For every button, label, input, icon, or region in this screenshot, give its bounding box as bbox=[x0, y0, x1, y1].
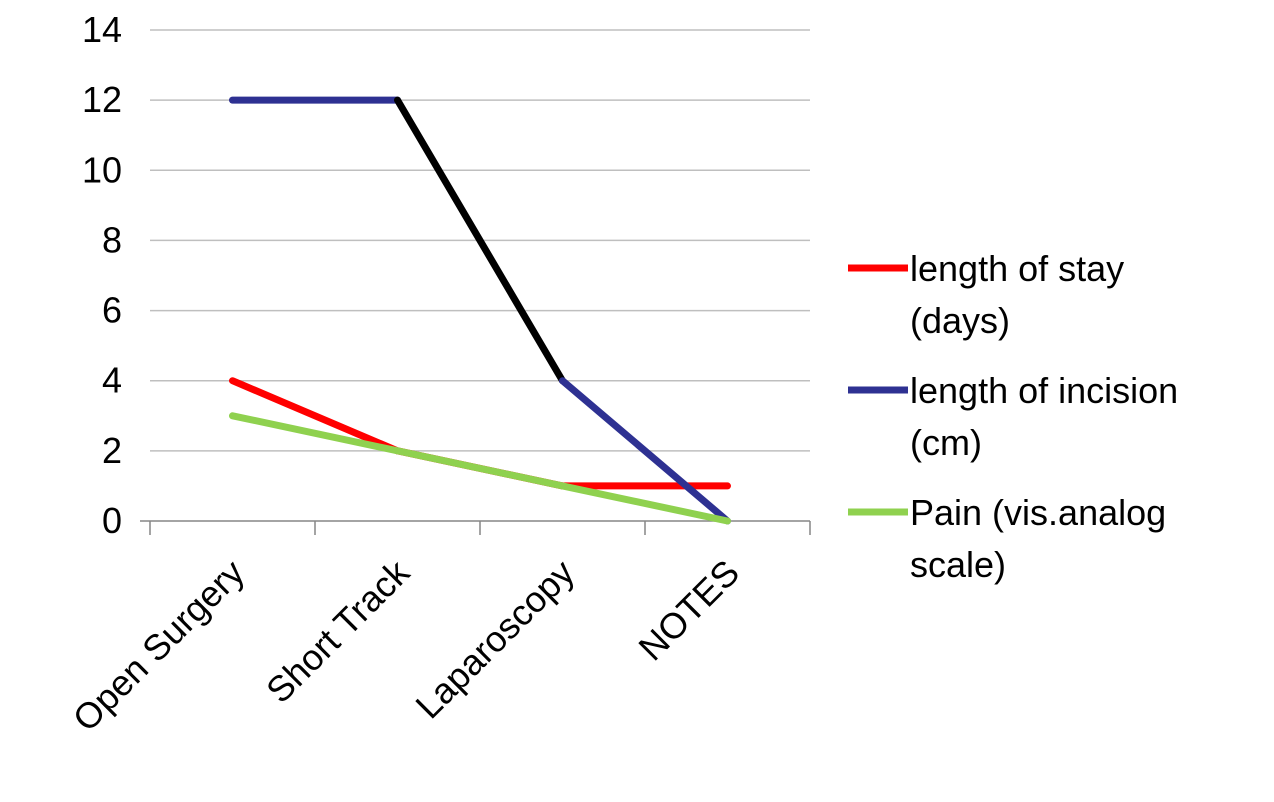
x-tick-label: Open Surgery bbox=[65, 552, 252, 739]
y-tick-label: 14 bbox=[82, 9, 122, 50]
y-tick-label: 4 bbox=[102, 360, 122, 401]
series-segment bbox=[229, 412, 401, 455]
y-tick-label: 10 bbox=[82, 149, 122, 190]
legend-label: (cm) bbox=[910, 422, 982, 463]
y-tick-label: 2 bbox=[102, 430, 122, 471]
x-tick-label: Laparoscopy bbox=[407, 552, 582, 727]
legend-label: length of stay bbox=[910, 248, 1124, 289]
series-segment bbox=[394, 96, 566, 385]
y-tick-label: 8 bbox=[102, 219, 122, 260]
x-tick-label: NOTES bbox=[630, 552, 747, 669]
y-tick-label: 12 bbox=[82, 79, 122, 120]
y-tick-label: 6 bbox=[102, 290, 122, 331]
legend-label: (days) bbox=[910, 300, 1010, 341]
series-line bbox=[229, 412, 731, 525]
y-tick-label: 0 bbox=[102, 500, 122, 541]
series-segment bbox=[559, 377, 731, 525]
series-layer bbox=[229, 96, 731, 525]
series-segment bbox=[559, 482, 731, 525]
series-segment bbox=[394, 447, 566, 490]
legend-label: scale) bbox=[910, 544, 1006, 585]
legend-label: length of incision bbox=[910, 370, 1178, 411]
x-tick-label: Short Track bbox=[258, 551, 418, 711]
series-segment bbox=[229, 377, 401, 455]
series-line bbox=[229, 96, 731, 525]
axis-layer bbox=[140, 520, 811, 535]
legend-layer: length of stay (days) length of incision (c… bbox=[848, 248, 1178, 585]
legend-label: Pain (vis.analog bbox=[910, 492, 1166, 533]
